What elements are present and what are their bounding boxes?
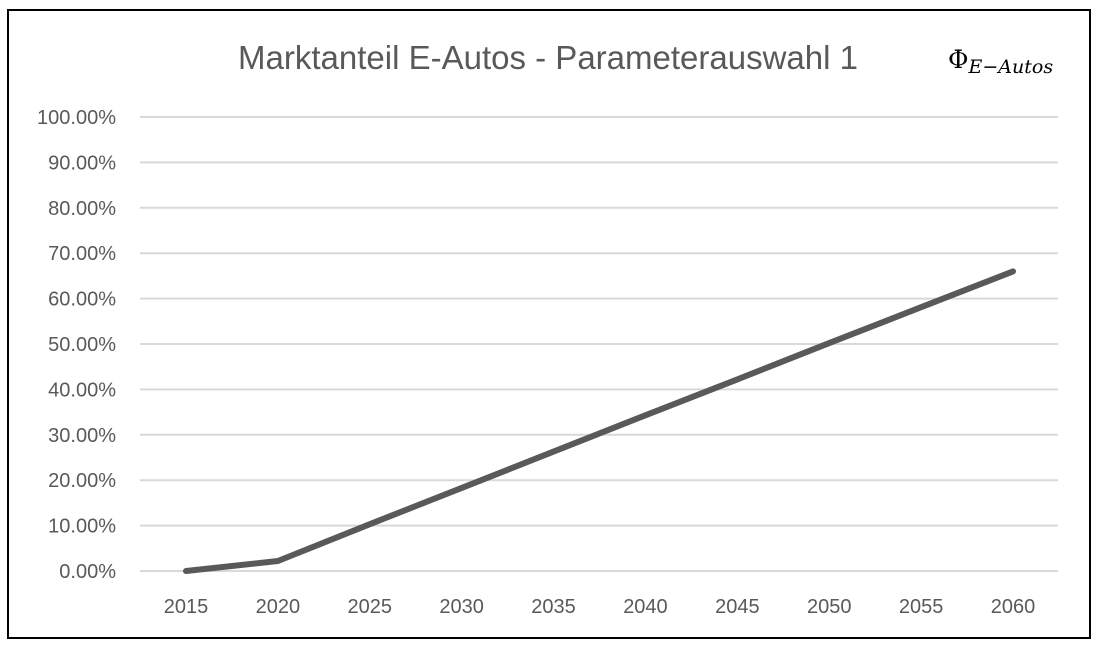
chart-title: Marktanteil E-Autos - Parameterauswahl 1 — [238, 39, 858, 76]
chart-frame — [7, 9, 1091, 639]
x-tick-label: 2020 — [256, 596, 301, 618]
x-tick-label: 2025 — [348, 596, 393, 618]
x-tick-label: 2030 — [439, 596, 484, 618]
y-tick-label: 70.00% — [48, 243, 116, 265]
x-tick-label: 2035 — [531, 596, 576, 618]
series-line — [183, 268, 1016, 574]
x-axis-ticks: 2015 2020 2025 2030 2035 2040 2045 2050 2055 2060 — [164, 596, 1036, 618]
y-tick-label: 80.00% — [48, 198, 116, 220]
y-tick-label: 0.00% — [59, 561, 116, 583]
y-axis-ticks: 0.00% 10.00% 20.00% 30.00% 40.00% 50.00% 60.00… — [37, 107, 116, 583]
gridlines — [140, 116, 1058, 572]
y-tick-label: 90.00% — [48, 152, 116, 174]
y-tick-label: 100.00% — [37, 107, 116, 129]
x-tick-label: 2015 — [164, 596, 209, 618]
phi-symbol: Φ — [948, 45, 969, 74]
series-layer — [183, 268, 1016, 574]
y-tick-label: 10.00% — [48, 516, 116, 538]
phi-subscript: E−Autos — [968, 56, 1054, 78]
x-tick-label: 2055 — [899, 596, 944, 618]
y-tick-label: 60.00% — [48, 289, 116, 311]
phi-symbol-label: ΦE−Autos — [948, 45, 1053, 78]
y-tick-label: 30.00% — [48, 425, 116, 447]
x-tick-label: 2060 — [991, 596, 1036, 618]
y-tick-label: 50.00% — [48, 334, 116, 356]
x-tick-label: 2040 — [623, 596, 668, 618]
y-tick-label: 20.00% — [48, 470, 116, 492]
x-tick-label: 2050 — [807, 596, 852, 618]
y-tick-label: 40.00% — [48, 379, 116, 401]
x-tick-label: 2045 — [715, 596, 760, 618]
